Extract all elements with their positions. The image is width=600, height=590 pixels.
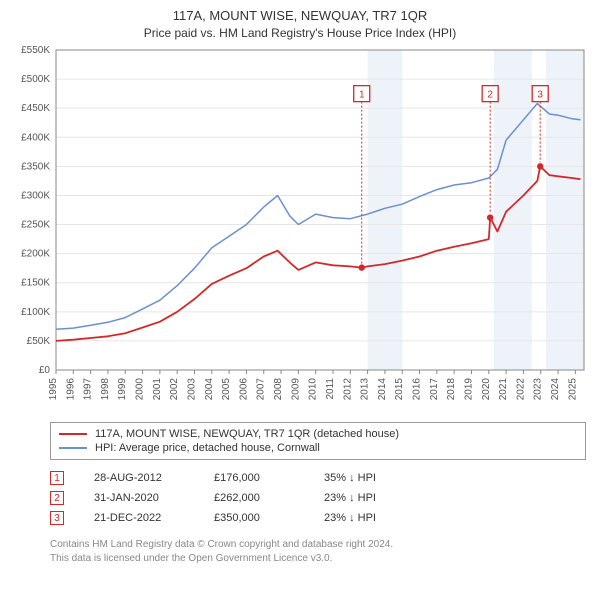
svg-text:2000: 2000 xyxy=(135,378,146,401)
line-chart-svg: £0 £50K £100K £150K £200K £250K £300K £350K £400… xyxy=(8,46,592,416)
svg-text:2014: 2014 xyxy=(377,378,388,401)
svg-text:£150K: £150K xyxy=(21,278,50,289)
sale-date: 28-AUG-2012 xyxy=(94,472,184,484)
price-chart-card: { "title": "117A, MOUNT WISE, NEWQUAY, T… xyxy=(0,0,600,590)
svg-text:2008: 2008 xyxy=(273,378,284,401)
svg-text:£450K: £450K xyxy=(21,103,50,114)
credit-line: Contains HM Land Registry data © Crown c… xyxy=(50,538,586,552)
svg-text:2018: 2018 xyxy=(446,378,457,401)
svg-text:2: 2 xyxy=(487,90,493,101)
svg-text:2023: 2023 xyxy=(533,378,544,401)
svg-text:2011: 2011 xyxy=(325,378,336,400)
legend-item: HPI: Average price, detached house, Corn… xyxy=(59,441,577,455)
svg-text:1: 1 xyxy=(359,90,365,101)
svg-text:2012: 2012 xyxy=(342,378,353,401)
svg-text:£400K: £400K xyxy=(21,132,50,143)
sale-price: £176,000 xyxy=(214,472,294,484)
svg-text:£0: £0 xyxy=(39,365,51,376)
legend-swatch xyxy=(59,433,87,435)
svg-text:2025: 2025 xyxy=(567,378,578,401)
sale-price: £350,000 xyxy=(214,512,294,524)
svg-text:2017: 2017 xyxy=(429,378,440,401)
svg-text:2022: 2022 xyxy=(515,378,526,401)
svg-text:£250K: £250K xyxy=(21,220,50,231)
svg-text:2019: 2019 xyxy=(463,378,474,401)
chart-subtitle: Price paid vs. HM Land Registry's House … xyxy=(0,23,600,46)
sale-row: 1 28-AUG-2012 £176,000 35% ↓ HPI xyxy=(50,468,586,488)
svg-text:£550K: £550K xyxy=(21,46,50,56)
svg-text:2001: 2001 xyxy=(152,378,163,401)
svg-text:1997: 1997 xyxy=(83,378,94,401)
svg-text:£200K: £200K xyxy=(21,249,50,260)
svg-text:2007: 2007 xyxy=(256,378,267,401)
legend-swatch xyxy=(59,447,87,449)
sale-row: 3 21-DEC-2022 £350,000 23% ↓ HPI xyxy=(50,508,586,528)
svg-text:2004: 2004 xyxy=(204,378,215,401)
svg-text:2005: 2005 xyxy=(221,378,232,401)
svg-text:1995: 1995 xyxy=(48,378,59,401)
svg-text:2013: 2013 xyxy=(360,378,371,401)
svg-text:2024: 2024 xyxy=(550,378,561,401)
legend-label: 117A, MOUNT WISE, NEWQUAY, TR7 1QR (deta… xyxy=(95,428,399,440)
credit-line: This data is licensed under the Open Gov… xyxy=(50,552,586,566)
chart-area: £0 £50K £100K £150K £200K £250K £300K £350K £400… xyxy=(8,46,592,416)
sale-price: £262,000 xyxy=(214,492,294,504)
sale-row: 2 31-JAN-2020 £262,000 23% ↓ HPI xyxy=(50,488,586,508)
svg-text:1998: 1998 xyxy=(100,378,111,401)
svg-text:2016: 2016 xyxy=(412,378,423,401)
sale-marker-icon: 1 xyxy=(50,471,64,485)
svg-text:1999: 1999 xyxy=(117,378,128,401)
credit-text: Contains HM Land Registry data © Crown c… xyxy=(50,538,586,565)
svg-text:2002: 2002 xyxy=(169,378,180,401)
svg-text:2021: 2021 xyxy=(498,378,509,401)
svg-text:2006: 2006 xyxy=(238,378,249,401)
svg-text:£100K: £100K xyxy=(21,307,50,318)
sales-list: 1 28-AUG-2012 £176,000 35% ↓ HPI 2 31-JA… xyxy=(50,468,586,528)
sale-marker-icon: 2 xyxy=(50,491,64,505)
sale-diff: 23% ↓ HPI xyxy=(324,512,376,524)
legend: 117A, MOUNT WISE, NEWQUAY, TR7 1QR (deta… xyxy=(50,422,586,460)
svg-text:2015: 2015 xyxy=(394,378,405,401)
legend-label: HPI: Average price, detached house, Corn… xyxy=(95,442,320,454)
sale-marker-icon: 3 xyxy=(50,511,64,525)
svg-text:2010: 2010 xyxy=(308,378,319,401)
sale-date: 21-DEC-2022 xyxy=(94,512,184,524)
svg-text:2003: 2003 xyxy=(186,378,197,401)
sale-date: 31-JAN-2020 xyxy=(94,492,184,504)
svg-text:£50K: £50K xyxy=(27,336,51,347)
legend-item: 117A, MOUNT WISE, NEWQUAY, TR7 1QR (deta… xyxy=(59,427,577,441)
sale-diff: 23% ↓ HPI xyxy=(324,492,376,504)
svg-text:2009: 2009 xyxy=(290,378,301,401)
svg-text:£500K: £500K xyxy=(21,74,50,85)
svg-text:3: 3 xyxy=(537,90,543,101)
svg-text:£300K: £300K xyxy=(21,190,50,201)
svg-text:£350K: £350K xyxy=(21,161,50,172)
chart-title: 117A, MOUNT WISE, NEWQUAY, TR7 1QR xyxy=(0,0,600,23)
svg-text:1996: 1996 xyxy=(65,378,76,401)
sale-diff: 35% ↓ HPI xyxy=(324,472,376,484)
svg-text:2020: 2020 xyxy=(481,378,492,401)
